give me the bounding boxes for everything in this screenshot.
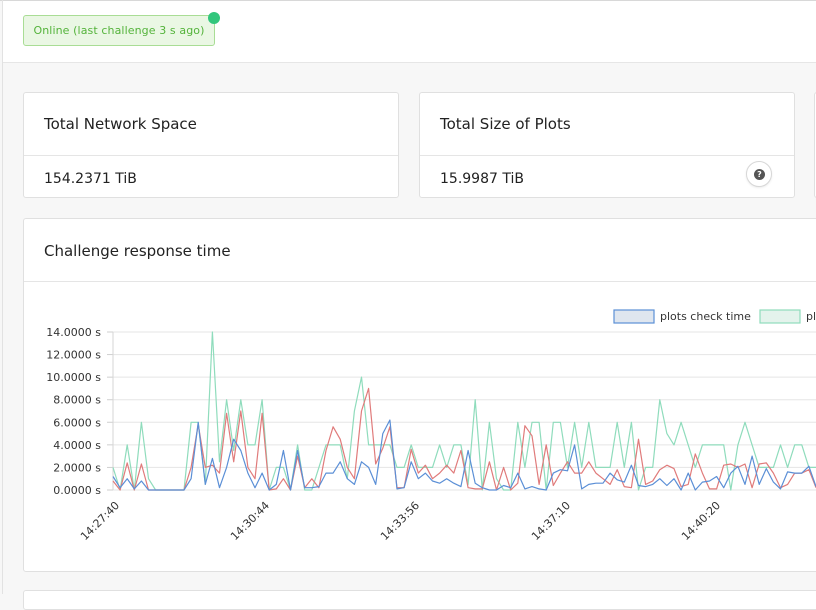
y-tick-label: 0.0000 s	[53, 484, 101, 497]
x-tick-label: 14:27:40	[78, 499, 122, 543]
top-border	[0, 0, 816, 1]
plot-size-value: 15.9987 TiB	[440, 171, 524, 187]
y-tick-label: 12.0000 s	[46, 349, 101, 362]
card-divider	[420, 155, 794, 156]
bottom-card	[23, 590, 816, 610]
series-line-pl	[112, 331, 816, 491]
network-space-card: Total Network Space 154.2371 TiB	[23, 92, 399, 198]
legend-swatch-pl	[759, 309, 801, 324]
challenge-response-chart: 0.0000 s 2.0000 s 4.0000 s 6.0000 s 8.0000 s…	[46, 309, 816, 543]
network-space-title: Total Network Space	[44, 115, 197, 133]
series-line-plots-check-time	[112, 419, 816, 491]
y-tick-label: 14.0000 s	[46, 326, 101, 339]
challenge-chart-card: Challenge response time	[23, 218, 816, 572]
partial-card	[814, 92, 816, 198]
x-tick-label: 14:37:10	[529, 499, 573, 543]
x-tick-label: 14:33:56	[378, 499, 422, 543]
left-border	[2, 0, 3, 594]
status-indicator-dot	[208, 12, 220, 24]
x-tick-label: 14:40:20	[679, 499, 723, 543]
y-tick-label: 10.0000 s	[46, 371, 101, 384]
chart-title: Challenge response time	[44, 242, 231, 260]
legend-label: plots check time	[660, 310, 751, 323]
question-icon: ?	[754, 169, 765, 180]
legend-label: pl	[806, 310, 816, 323]
card-divider	[24, 155, 398, 156]
network-space-value: 154.2371 TiB	[44, 171, 137, 187]
plot-size-card: Total Size of Plots 15.9987 TiB ?	[419, 92, 795, 198]
x-tick-label: 14:30:44	[228, 499, 272, 543]
y-tick-label: 2.0000 s	[53, 461, 101, 474]
y-tick-label: 8.0000 s	[53, 394, 101, 407]
plot-size-title: Total Size of Plots	[440, 115, 571, 133]
help-button[interactable]: ?	[746, 161, 772, 187]
legend-swatch-plots-check-time	[613, 309, 655, 324]
y-tick-label: 4.0000 s	[53, 439, 101, 452]
y-tick-label: 6.0000 s	[53, 416, 101, 429]
status-badge: Online (last challenge 3 s ago)	[23, 15, 215, 46]
card-divider	[24, 281, 816, 282]
